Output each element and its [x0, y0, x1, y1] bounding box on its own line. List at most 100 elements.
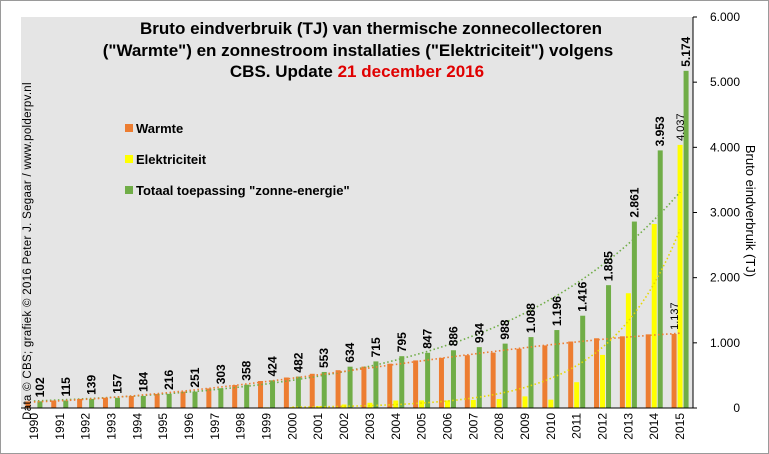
x-tick-label-2010: 2010	[544, 413, 558, 440]
bar-totaal-1992	[89, 398, 95, 408]
bar-warmte-1999	[258, 381, 264, 408]
bar-elektriciteit-2008	[496, 399, 502, 408]
bar-totaal-1995	[166, 393, 172, 408]
bar-warmte-2004	[387, 363, 393, 408]
bar-warmte-2013	[619, 336, 625, 408]
bar-elektriciteit-2014	[651, 224, 657, 408]
bar-totaal-2007	[476, 347, 482, 408]
bar-totaal-1999	[270, 380, 276, 408]
x-tick-label-2005: 2005	[415, 413, 429, 440]
x-tick-label-2004: 2004	[389, 413, 403, 440]
x-tick-label-1996: 1996	[182, 413, 196, 440]
chart-title-line-2: ("Warmte") en zonnestroom installaties (…	[103, 41, 614, 60]
bar-elektriciteit-2010	[548, 399, 554, 408]
y-tick-label-5: 5.000	[710, 75, 740, 89]
y-tick-label-0: 0	[733, 401, 740, 415]
x-tick-label-1992: 1992	[79, 413, 93, 440]
bar-elektriciteit-2007	[470, 399, 476, 408]
total-label-2004: 795	[395, 332, 409, 352]
bar-warmte-2005	[413, 360, 419, 408]
chart-title-line-3-prefix: CBS. Update	[230, 62, 338, 81]
bar-totaal-1990	[37, 401, 43, 408]
total-label-2003: 715	[369, 337, 383, 357]
total-label-1995: 216	[162, 370, 176, 390]
y-axis-title: Bruto eindverbruik (TJ)	[743, 145, 758, 277]
bar-warmte-2012	[594, 338, 600, 408]
bar-warmte-1993	[102, 397, 108, 408]
total-label-1999: 424	[266, 356, 280, 376]
elektriciteit-label-2015: 4.037	[675, 113, 687, 141]
total-label-1997: 303	[214, 364, 228, 384]
total-label-1998: 358	[240, 360, 254, 380]
bar-warmte-2002	[335, 370, 341, 408]
bar-elektriciteit-2004	[393, 400, 399, 408]
total-label-2013: 2.861	[627, 187, 641, 217]
bar-elektriciteit-2003	[367, 402, 373, 408]
x-tick-label-2015: 2015	[673, 413, 687, 440]
total-label-2000: 482	[291, 352, 305, 372]
bar-warmte-2009	[516, 348, 522, 408]
bar-elektriciteit-2006	[444, 400, 450, 408]
bar-totaal-1994	[140, 396, 146, 408]
bar-warmte-2008	[490, 352, 496, 408]
x-tick-label-2008: 2008	[492, 413, 506, 440]
bar-totaal-2001	[321, 371, 327, 408]
bar-totaal-1993	[114, 397, 120, 408]
y-tick-label-1: 1.000	[710, 336, 740, 350]
x-tick-label-1999: 1999	[260, 413, 274, 440]
legend-swatch-elektriciteit	[125, 155, 133, 163]
bar-elektriciteit-2005	[419, 400, 425, 408]
total-label-2008: 988	[498, 319, 512, 339]
x-tick-label-2003: 2003	[363, 413, 377, 440]
bar-elektriciteit-2012	[600, 354, 606, 408]
bar-warmte-1991	[51, 400, 57, 408]
chart-title-date: 21 december 2016	[338, 62, 485, 81]
legend-swatch-warmte	[125, 124, 133, 132]
bar-totaal-2008	[502, 343, 508, 408]
y-tick-label-2: 2.000	[710, 271, 740, 285]
bar-warmte-2003	[361, 366, 367, 408]
bar-elektriciteit-2001	[315, 406, 321, 408]
bar-totaal-2009	[528, 337, 534, 408]
bar-totaal-1996	[192, 391, 198, 408]
bar-warmte-2006	[438, 357, 444, 408]
x-tick-label-2007: 2007	[466, 413, 480, 440]
bar-warmte-1992	[77, 398, 83, 408]
x-tick-label-1991: 1991	[53, 413, 67, 440]
bar-totaal-2014	[657, 150, 663, 408]
x-tick-label-2014: 2014	[647, 413, 661, 440]
bar-totaal-1991	[63, 400, 69, 408]
total-label-1993: 157	[111, 373, 125, 393]
total-label-2006: 886	[447, 326, 461, 346]
bar-totaal-2000	[295, 376, 301, 408]
bar-warmte-2010	[542, 345, 548, 408]
bar-totaal-2004	[399, 356, 405, 408]
bar-warmte-1995	[154, 393, 160, 408]
total-label-1991: 115	[59, 377, 73, 397]
chart-title-line-1: Bruto eindverbruik (TJ) van thermische z…	[140, 19, 602, 38]
bar-warmte-1994	[128, 396, 134, 408]
trendline-elektriciteit	[292, 229, 681, 408]
total-label-2011: 1.416	[576, 281, 590, 311]
bar-warmte-2014	[645, 334, 651, 408]
bar-totaal-2005	[425, 352, 431, 408]
bar-elektriciteit-2015	[677, 144, 683, 409]
legend-label-warmte: Warmte	[136, 121, 183, 136]
x-tick-label-2006: 2006	[441, 413, 455, 440]
total-label-2007: 934	[472, 323, 486, 343]
legend-label-elektriciteit: Elektriciteit	[136, 152, 207, 167]
bar-warmte-1996	[180, 391, 186, 408]
trendline-warmte	[33, 332, 681, 403]
x-tick-label-2000: 2000	[285, 413, 299, 440]
bar-warmte-2000	[283, 377, 289, 408]
total-label-2005: 847	[421, 328, 435, 348]
copyright-note: Data © CBS; grafiek © 2016 Peter J. Sega…	[22, 82, 34, 420]
total-label-2009: 1.088	[524, 303, 538, 333]
bar-totaal-2002	[347, 366, 353, 408]
total-label-1996: 251	[188, 367, 202, 387]
x-tick-label-1993: 1993	[105, 413, 119, 440]
x-tick-label-2002: 2002	[337, 413, 351, 440]
y-tick-label-6: 6.000	[710, 10, 740, 24]
